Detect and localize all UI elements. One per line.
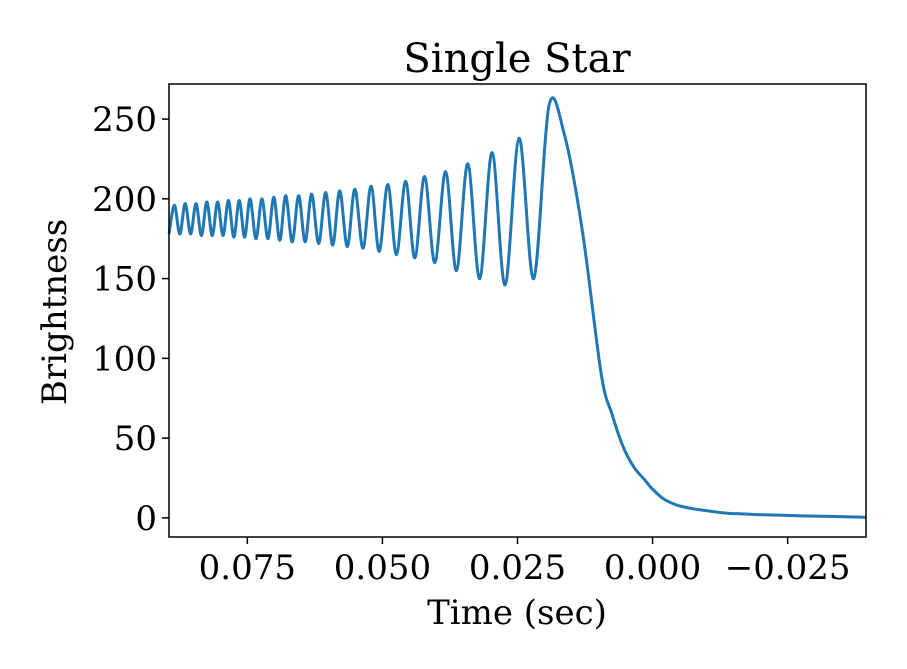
chart-title: Single Star [403,36,631,82]
x-tick-label: −0.025 [725,548,851,588]
y-axis: 0 50 100 150 200 250 [92,100,169,539]
y-axis-label: Brightness [35,219,75,405]
y-tick-label: 0 [135,499,157,539]
y-tick-label: 150 [92,260,157,300]
y-tick-label: 250 [92,100,157,140]
series-line-0 [167,96,867,519]
plot-area [167,96,867,519]
x-tick-label: 0.025 [469,548,566,588]
y-tick-label: 50 [114,419,157,459]
x-tick-label: 0.000 [604,548,701,588]
y-tick-label: 200 [92,180,157,220]
x-tick-label: 0.075 [199,548,296,588]
y-tick-label: 100 [92,339,157,379]
x-axis-label: Time (sec) [427,593,607,633]
x-axis: 0.075 0.050 0.025 0.000 −0.025 [199,537,851,588]
x-tick-label: 0.050 [334,548,431,588]
